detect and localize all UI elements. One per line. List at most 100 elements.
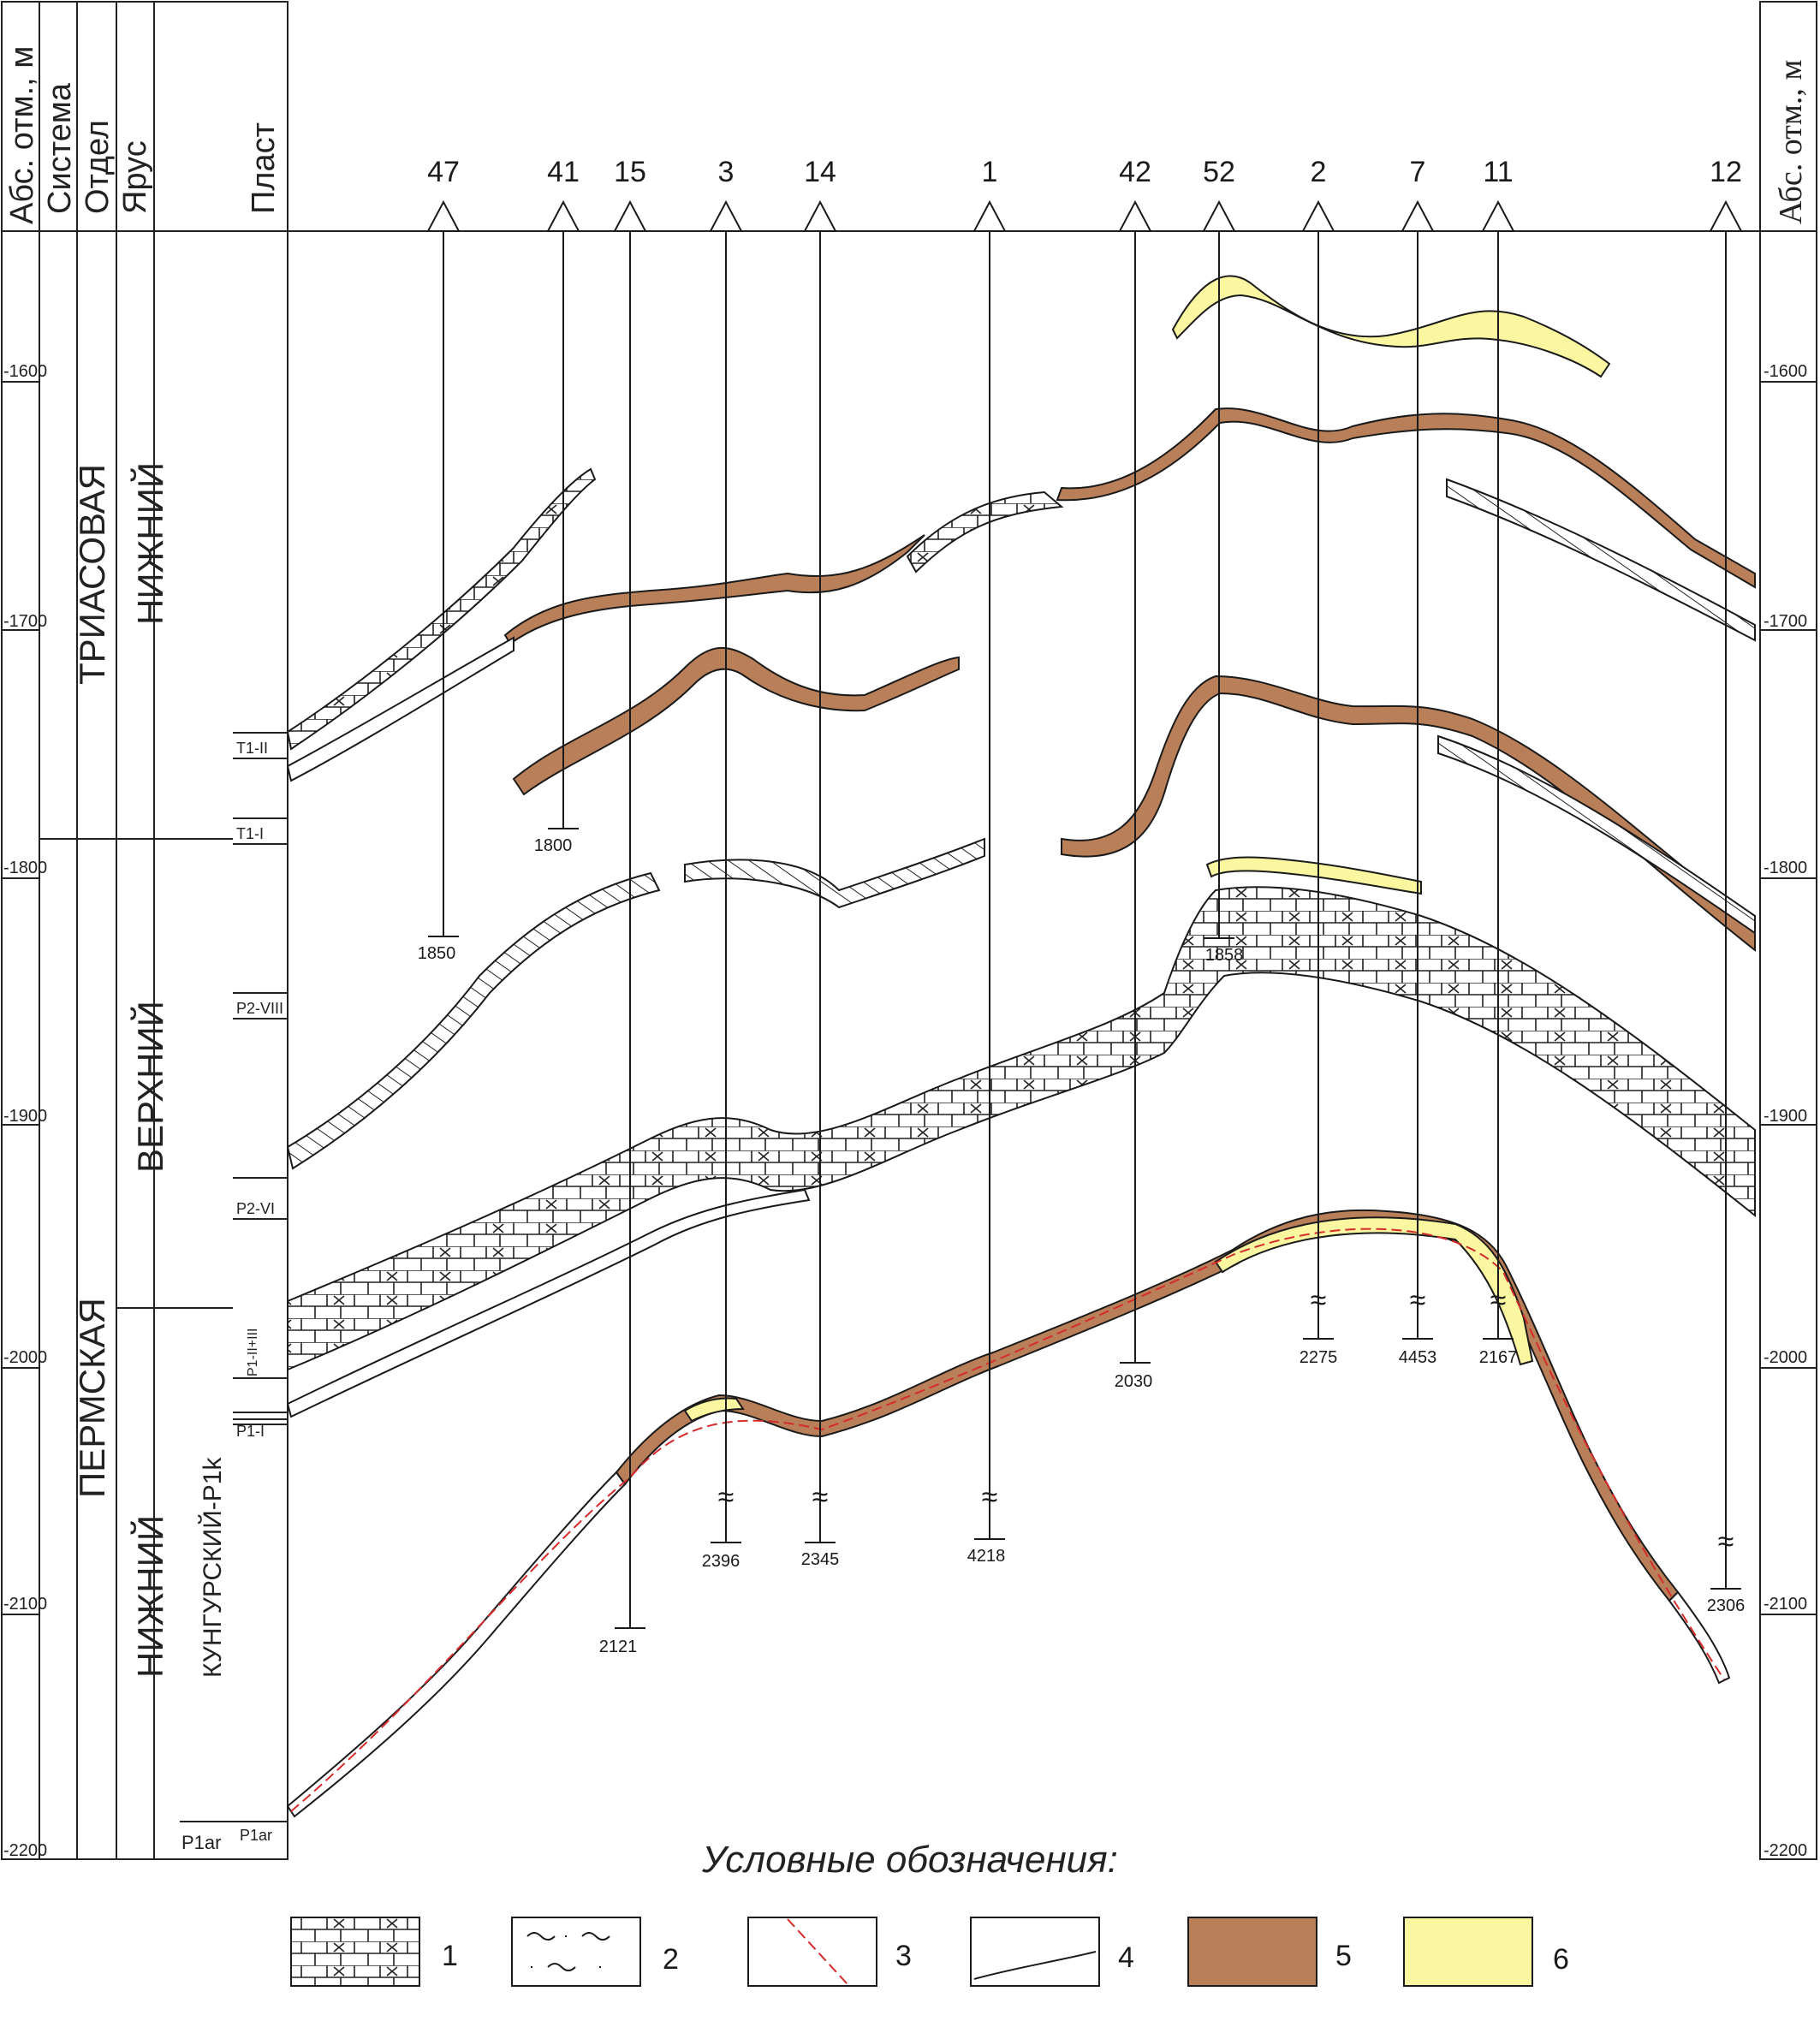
well-depth: 2275 — [1300, 1348, 1338, 1367]
depth-tick-label: -1700 — [3, 612, 47, 631]
sand-lens-yellow — [1214, 1216, 1534, 1366]
white-bed — [286, 467, 597, 751]
hatched-bed — [684, 837, 985, 909]
layer-label: P1-I — [236, 1423, 265, 1440]
legend-swatch-brown — [1187, 1917, 1317, 1987]
depth-axis-title-left: Абс. отм., м — [4, 46, 40, 224]
well-depth: 2306 — [1707, 1596, 1746, 1615]
well-marker-triangle — [546, 199, 580, 232]
stage-kungurian: КУНГУРСКИЙ-P1k — [198, 1457, 227, 1678]
strata — [286, 275, 1756, 1818]
well-depth: 4218 — [967, 1547, 1006, 1566]
layer-label: P2-VI — [236, 1200, 275, 1217]
strat-columns — [1, 1, 288, 1860]
depth-tick-label: -1800 — [3, 859, 47, 877]
svg-text:≈: ≈ — [982, 1481, 998, 1513]
brown-horizon-upper-right — [1056, 407, 1756, 589]
layer-label: P2-VIII — [236, 1000, 283, 1017]
well-marker-triangle — [1401, 199, 1435, 232]
depth-tick-label: -2200 — [3, 1841, 47, 1860]
well-name: 12 — [1710, 156, 1742, 188]
layer-label: P1ar — [240, 1827, 272, 1844]
layer-label: T1-I — [236, 825, 264, 842]
legend-swatch-yellow — [1403, 1917, 1533, 1987]
header-series: Отдел — [80, 120, 116, 214]
well-marker-triangle — [1118, 199, 1152, 232]
well-name: 2 — [1311, 156, 1327, 188]
column-headers: Абс. отм., м Система Отдел Ярус Пласт — [4, 46, 282, 224]
brown-horizon-52 — [1061, 675, 1756, 953]
well-marker-triangle — [972, 199, 1007, 232]
column-content: ТРИАСОВАЯ ПЕРМСКАЯ НИЖНИЙ ВЕРХНИЙ НИЖНИЙ… — [72, 462, 227, 1853]
depth-axis-title-right: Абс. отм., м — [1773, 60, 1809, 224]
depth-tick-label: -2100 — [3, 1595, 47, 1614]
depth-tick-label: -2000 — [3, 1348, 47, 1367]
legend-item-label: 6 — [1553, 1943, 1569, 1976]
depth-tick-label: -1900 — [3, 1107, 47, 1126]
hatched-bed — [1437, 734, 1756, 935]
hatched-bed — [286, 871, 661, 1170]
header-system: Система — [42, 82, 78, 214]
white-bed — [286, 636, 514, 782]
header-stage: Ярус — [117, 140, 153, 214]
depth-tick-label: -2000 — [1763, 1348, 1807, 1367]
series-lower-triassic: НИЖНИЙ — [129, 462, 170, 625]
well-names: 47 41 15 3 14 1 42 52 2 7 11 12 — [427, 156, 1742, 188]
basal-horizon-tail — [286, 1471, 627, 1818]
well-depth: 2167 — [1479, 1348, 1518, 1367]
layer-labels: T1-II T1-I P2-VIII P2-VI P1-II+III P1-I … — [236, 740, 283, 1844]
well-name: 11 — [1483, 156, 1513, 188]
svg-text:≈: ≈ — [1410, 1284, 1426, 1317]
depth-tick-label: -1900 — [1763, 1107, 1807, 1126]
well-name: 14 — [804, 156, 836, 188]
depth-tick-label: -2100 — [1763, 1595, 1807, 1614]
depth-tick-label: -1700 — [1763, 612, 1807, 631]
well-marker-triangle — [613, 199, 647, 232]
well-name: 15 — [614, 156, 646, 188]
well-name: 1 — [982, 156, 998, 188]
well-marker-triangle — [1709, 199, 1743, 232]
svg-text:≈: ≈ — [1718, 1525, 1734, 1558]
system-permian: ПЕРМСКАЯ — [72, 1298, 112, 1498]
well-marker-triangle — [1202, 199, 1236, 232]
white-bed — [906, 490, 1064, 574]
well-name: 7 — [1410, 156, 1426, 188]
sand-lens-yellow — [683, 1397, 745, 1423]
layer-label: P1-II+III — [246, 1329, 260, 1376]
series-upper-permian: ВЕРХНИЙ — [129, 1001, 170, 1173]
svg-text:≈: ≈ — [1490, 1284, 1507, 1317]
svg-text:≈: ≈ — [1311, 1284, 1327, 1317]
well-marker-triangle — [426, 199, 461, 232]
red-dashed-contact — [290, 1227, 1725, 1812]
legend-item-label: 5 — [1335, 1940, 1352, 1972]
legend-swatch-fault — [747, 1917, 877, 1987]
well-bottom-depths: 1850 1800 2121 2396 2345 4218 2030 1858 … — [418, 836, 1746, 1656]
white-bed — [286, 1188, 811, 1418]
well-depth: 2121 — [599, 1638, 638, 1656]
well-depth: 2345 — [801, 1550, 840, 1569]
layer-label: T1-II — [236, 740, 268, 757]
well-marker-triangle — [1301, 199, 1335, 232]
well-depth: 1858 — [1205, 946, 1244, 965]
legend-item-label: 2 — [663, 1943, 679, 1976]
depth-axis-left: -1600 -1700 -1800 -1900 -2000 -2100 -220… — [3, 362, 47, 1860]
well-marker-triangle — [1481, 199, 1515, 232]
basal-horizon — [615, 1209, 1680, 1602]
well-depth: 2396 — [702, 1552, 740, 1571]
brown-horizon-t1-ii — [503, 534, 925, 645]
legend-item-label: 1 — [442, 1940, 458, 1972]
depth-tick-label: -1600 — [3, 362, 47, 381]
depth-axis-right — [1759, 1, 1817, 1860]
legend — [290, 1917, 1533, 1987]
well-name: 52 — [1203, 156, 1235, 188]
legend-title: Условные обозначения: — [702, 1839, 1118, 1881]
legend-item-label: 3 — [895, 1940, 912, 1972]
well-name: 42 — [1119, 156, 1151, 188]
system-triassic: ТРИАСОВАЯ — [72, 464, 112, 685]
sand-lens-yellow — [1171, 275, 1611, 378]
legend-labels: 1 2 3 4 5 6 — [442, 1940, 1569, 1976]
legend-swatch-cells — [290, 1917, 420, 1987]
legend-swatch-clay — [511, 1917, 641, 1987]
sand-lens-yellow — [1205, 856, 1422, 895]
